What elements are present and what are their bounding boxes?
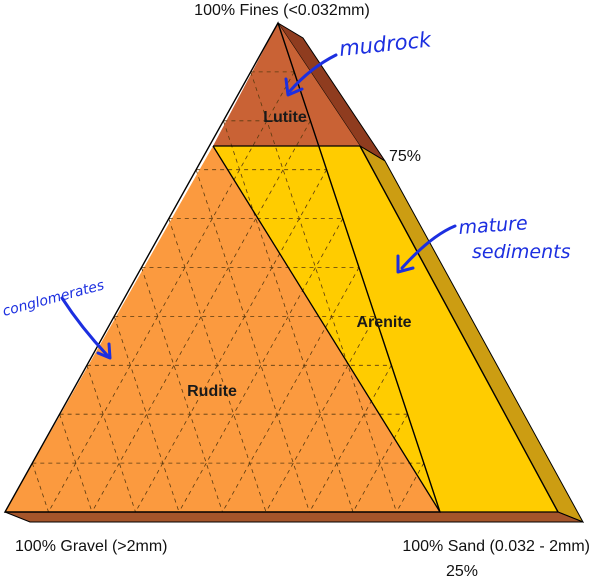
conglomerates-arrow (60, 296, 112, 360)
rudite-region (5, 146, 440, 512)
triangular-grid (31, 71, 425, 512)
mudrock-annotation: mudrock (338, 27, 433, 61)
base-side-face (4, 511, 584, 523)
grid-line (222, 267, 360, 512)
mature-annotation: mature (458, 212, 529, 239)
mudrock-arrow (284, 53, 338, 97)
grid-line (86, 365, 136, 512)
triangle-outline (3, 21, 441, 513)
lutite-label: Lutite (263, 109, 307, 126)
grid-line (250, 71, 397, 512)
mature-sediments-arrow (396, 224, 457, 274)
arenite-right-edge (359, 145, 559, 513)
arenite-region (213, 146, 558, 512)
grid-line (113, 316, 180, 512)
percent-label-25: 25% (446, 563, 478, 579)
conglomerates-annotation: conglomerates (1, 277, 106, 319)
grid-line (141, 267, 223, 512)
grid-line (135, 169, 327, 512)
grid-line (265, 316, 376, 512)
percent-label-75: 75% (389, 148, 421, 165)
rudite-label: Rudite (187, 383, 237, 400)
rudite-arenite-boundary (212, 145, 441, 513)
sediments-annotation: sediments (472, 241, 571, 263)
grid-line (91, 120, 311, 512)
bottom-left-vertex-label: 100% Gravel (>2mm) (15, 538, 168, 555)
arenite-label: Arenite (356, 314, 411, 331)
top-vertex-label: 100% Fines (<0.032mm) (194, 2, 370, 19)
grid-line (396, 462, 425, 512)
bottom-right-vertex-label: 100% Sand (0.032 - 2mm) (402, 538, 590, 555)
grid-line (31, 462, 49, 512)
grid-line (178, 218, 344, 512)
